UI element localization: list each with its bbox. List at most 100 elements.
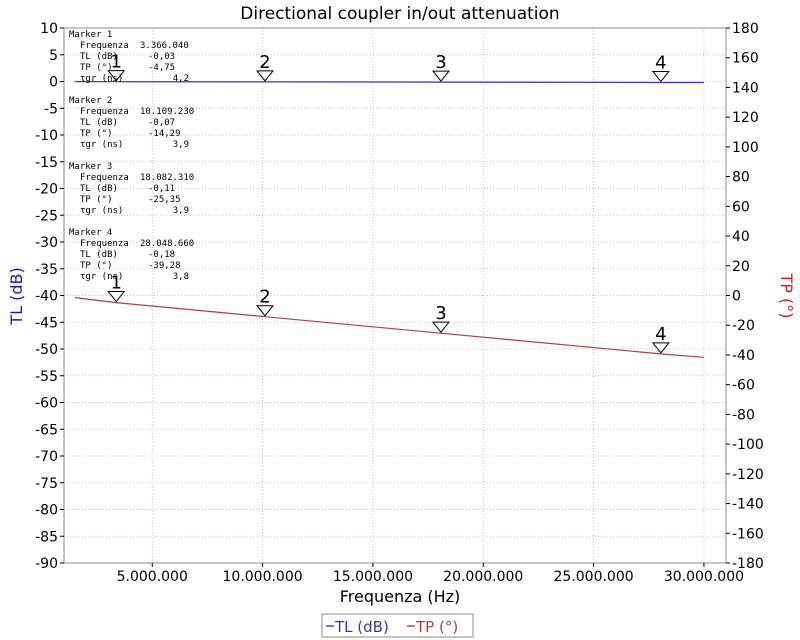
y-left-tick-label: -90 — [35, 556, 58, 572]
series-line-tl — [74, 81, 704, 84]
y-right-tick-label: 100 — [732, 140, 759, 156]
y-left-tick-label: -65 — [35, 422, 58, 438]
y-left-tick-label: -55 — [35, 369, 58, 385]
tl-marker-number: 1 — [110, 52, 121, 73]
tl-marker-triangle — [107, 70, 126, 82]
marker-annotation-value: 4,2 — [173, 74, 189, 84]
x-tick-label: 15.000.000 — [333, 569, 413, 585]
tp-marker-number: 1 — [110, 273, 121, 294]
y-right-tick-label: -140 — [732, 497, 764, 513]
marker-layer: 1 1 2 2 3 3 4 4 — [107, 52, 670, 354]
x-tick-label: 30.000.000 — [664, 569, 744, 585]
tl-marker-number: 4 — [655, 52, 666, 73]
marker-annotation-label: TL (dB) — [80, 118, 118, 128]
y-right-tick-label: -20 — [732, 318, 755, 334]
y-right-tick-label: -180 — [732, 556, 764, 572]
marker-annotation-value: 3,8 — [173, 272, 189, 282]
y-right-tick-label: -40 — [732, 348, 755, 364]
x-tick-label: 25.000.000 — [554, 569, 634, 585]
y-left-tick-label: -10 — [35, 128, 58, 144]
marker-annotation-value: -25,35 — [148, 195, 181, 205]
y-left-tick-label: -5 — [44, 101, 58, 117]
tl-marker-triangle — [651, 70, 670, 83]
y-right-tick-label: -100 — [732, 437, 764, 453]
y-right-tick-label: 140 — [732, 80, 759, 96]
y-right-tick-label: 80 — [732, 170, 750, 186]
y-right-tick-label: -160 — [732, 526, 764, 542]
tl-marker-triangle — [255, 70, 275, 82]
marker-annotation-value: -4,75 — [148, 63, 175, 73]
marker-annotation-label: TP (°) — [80, 63, 113, 73]
marker-annotation-label: Frequenza — [80, 107, 129, 117]
y-left-tick-label: -20 — [35, 182, 58, 198]
y-left-tick-label: 0 — [49, 75, 58, 91]
tl-marker-number: 3 — [435, 52, 446, 73]
marker-annotation-label: TL (dB) — [80, 52, 118, 62]
y-right-tick-label: 60 — [732, 199, 750, 215]
y-left-tick-label: -80 — [35, 503, 58, 519]
y-left-tick-label: -85 — [35, 529, 58, 545]
y-left-tick-label: 5 — [49, 48, 58, 64]
y-axis-left-label: TL (dB) — [7, 267, 26, 325]
x-tick-label: 5.000.000 — [117, 569, 188, 585]
y-left-tick-label: -35 — [35, 262, 58, 278]
legend: TL (dB) TP (°) — [321, 613, 474, 638]
marker-annotation-label: Frequenza — [80, 41, 129, 51]
y-right-tick-label: -60 — [732, 378, 755, 394]
marker-annotation-value: -0,03 — [148, 52, 175, 62]
y-right-tick-label: -80 — [732, 407, 755, 423]
tp-marker-number: 2 — [259, 287, 270, 308]
tp-marker-number: 3 — [435, 303, 446, 324]
tp-marker-triangle — [107, 291, 126, 303]
y-axis-right-label: TP (°) — [777, 273, 796, 319]
x-tick-label: 20.000.000 — [443, 569, 523, 585]
tp-marker-number: 4 — [655, 324, 666, 345]
marker-annotation-header: Marker 1 — [69, 30, 112, 40]
marker-annotation-label: τgr (ns) — [80, 74, 123, 84]
marker-annotation-label: Frequenza — [80, 239, 129, 249]
y-left-tick-label: -70 — [35, 449, 58, 465]
marker-annotation-header: Marker 3 — [69, 162, 112, 172]
series-line-tp — [74, 297, 704, 358]
tl-marker-number: 2 — [259, 52, 270, 73]
marker-annotation-value: -0,11 — [148, 184, 175, 194]
y-left-tick-label: -45 — [35, 315, 58, 331]
grid — [64, 28, 726, 563]
y-left-tick-label: -50 — [35, 342, 58, 358]
y-left-tick-label: -25 — [35, 208, 58, 224]
marker-annotation-label: τgr (ns) — [80, 206, 123, 216]
marker-annotation-label: TP (°) — [80, 195, 113, 205]
marker-annotation-value: 10.109.230 — [140, 107, 194, 117]
marker-annotation-value: -0,07 — [148, 118, 175, 128]
tp-marker-triangle — [255, 305, 275, 317]
marker-annotation-value: 18.082.310 — [140, 173, 194, 183]
y-left-tick-label: -30 — [35, 235, 58, 251]
marker-annotation-label: TL (dB) — [80, 184, 118, 194]
marker-annotation-value: 28.048.660 — [140, 239, 194, 249]
legend-label-tl: TL (dB) — [334, 618, 389, 636]
legend-box — [321, 613, 474, 638]
x-tick-label: 10.000.000 — [223, 569, 303, 585]
marker-annotation-value: -39,28 — [148, 261, 181, 271]
marker-annotation-label: TL (dB) — [80, 250, 118, 260]
marker-annotation-value: 3.366.040 — [140, 41, 189, 51]
marker-annotation-label: Frequenza — [80, 173, 129, 183]
right-axis-ticks: 180 160 140 120 100 80 60 40 20 0 -20 -40 -60 -80 -100… — [726, 21, 764, 572]
y-right-tick-label: 180 — [732, 21, 759, 37]
marker-annotation-label: τgr (ns) — [80, 140, 123, 150]
tp-marker-triangle — [431, 321, 450, 333]
marker-annotation-label: τgr (ns) — [80, 272, 123, 282]
y-right-tick-label: 0 — [732, 289, 741, 305]
x-axis-label: Frequenza (Hz) — [340, 587, 461, 606]
marker-annotation-value: 3,9 — [173, 206, 189, 216]
y-left-tick-label: -60 — [35, 396, 58, 412]
marker-annotation-value: -0,18 — [148, 250, 175, 260]
marker-annotation-header: Marker 2 — [69, 96, 112, 106]
marker-annotation-label: TP (°) — [80, 129, 113, 139]
chart-title: Directional coupler in/out attenuation — [240, 4, 559, 24]
y-left-tick-label: -15 — [35, 155, 58, 171]
left-axis-ticks: 10 5 0 -5 -10 -15 -20 -25 -30 -35 -40 -45 -50 -55 -60 -… — [35, 21, 64, 572]
y-right-tick-label: 160 — [732, 51, 759, 67]
